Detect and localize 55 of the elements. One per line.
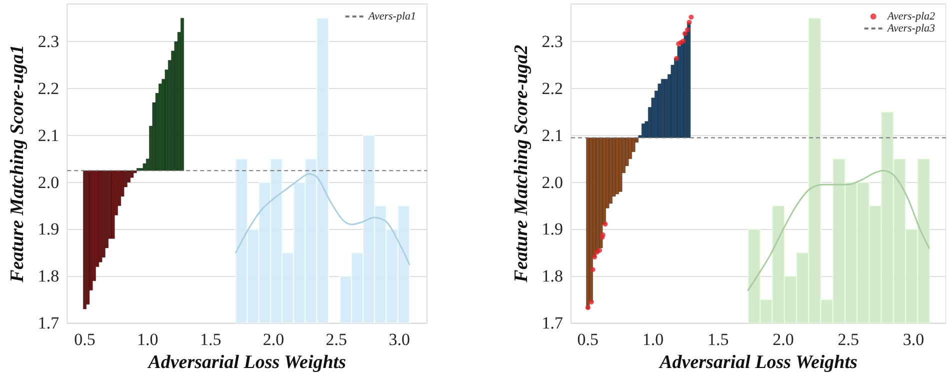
y-tick-label: 1.9: [542, 220, 563, 239]
x-tick-label: 2.0: [772, 330, 794, 350]
y-tick-label: 2.3: [542, 32, 563, 52]
x-tick-label: 3.0: [388, 330, 410, 350]
y-tick-label: 2.1: [38, 126, 60, 145]
point: [590, 267, 596, 272]
line-series: [747, 170, 930, 291]
legend-label: Avers-pla2: [886, 10, 936, 22]
bar: [686, 22, 691, 138]
x-tick-label: 2.5: [326, 330, 348, 350]
line-series: [235, 173, 410, 266]
x-tick-label: 3.0: [902, 330, 924, 350]
y-tick-label: 1.8: [542, 266, 563, 286]
legend-label: Avers-pla1: [367, 10, 416, 22]
point: [688, 14, 694, 20]
y-tick-label: 2.1: [542, 126, 563, 145]
point: [674, 56, 680, 61]
y-tick-label: 1.8: [38, 266, 60, 286]
point: [680, 38, 686, 44]
x-tick-label: 1.0: [642, 330, 664, 350]
point: [602, 222, 608, 227]
legend-label: Avers-pla3: [886, 22, 936, 34]
point: [585, 305, 590, 310]
bar: [111, 170, 115, 239]
bar: [618, 137, 622, 192]
y-tick-label: 2.0: [38, 172, 60, 192]
x-tick-label: 2.0: [262, 330, 284, 350]
y-tick-label: 1.7: [38, 314, 60, 333]
y-tick-label: 1.7: [542, 314, 564, 333]
point: [685, 27, 690, 32]
point: [592, 254, 598, 260]
point: [686, 20, 692, 25]
x-tick-label: 0.5: [577, 330, 599, 350]
bar: [596, 137, 600, 253]
point: [588, 299, 594, 304]
bar: [599, 137, 603, 248]
x-tick-label: 0.5: [74, 330, 96, 350]
y-tick-label: 2.2: [38, 78, 60, 98]
x-tick-label: 1.0: [137, 330, 158, 350]
bar: [180, 18, 184, 171]
y-tick-label: 2.2: [542, 78, 563, 98]
bar: [589, 137, 594, 302]
x-tick-label: 2.5: [838, 330, 859, 350]
point: [682, 31, 688, 36]
point: [597, 248, 602, 253]
y-axis-title: Feature Matching Score-uga2: [510, 44, 532, 284]
x-axis-title: Adversarial Loss Weights: [147, 352, 346, 373]
y-tick-label: 1.9: [38, 220, 60, 239]
x-tick-label: 1.5: [200, 330, 222, 350]
y-tick-label: 2.0: [542, 172, 563, 192]
point: [600, 232, 606, 238]
y-tick-label: 2.3: [38, 32, 60, 52]
x-tick-label: 1.5: [708, 330, 729, 350]
x-axis-title: Adversarial Loss Weights: [658, 352, 858, 373]
y-axis-title: Feature Matching Score-uga1: [7, 44, 28, 284]
